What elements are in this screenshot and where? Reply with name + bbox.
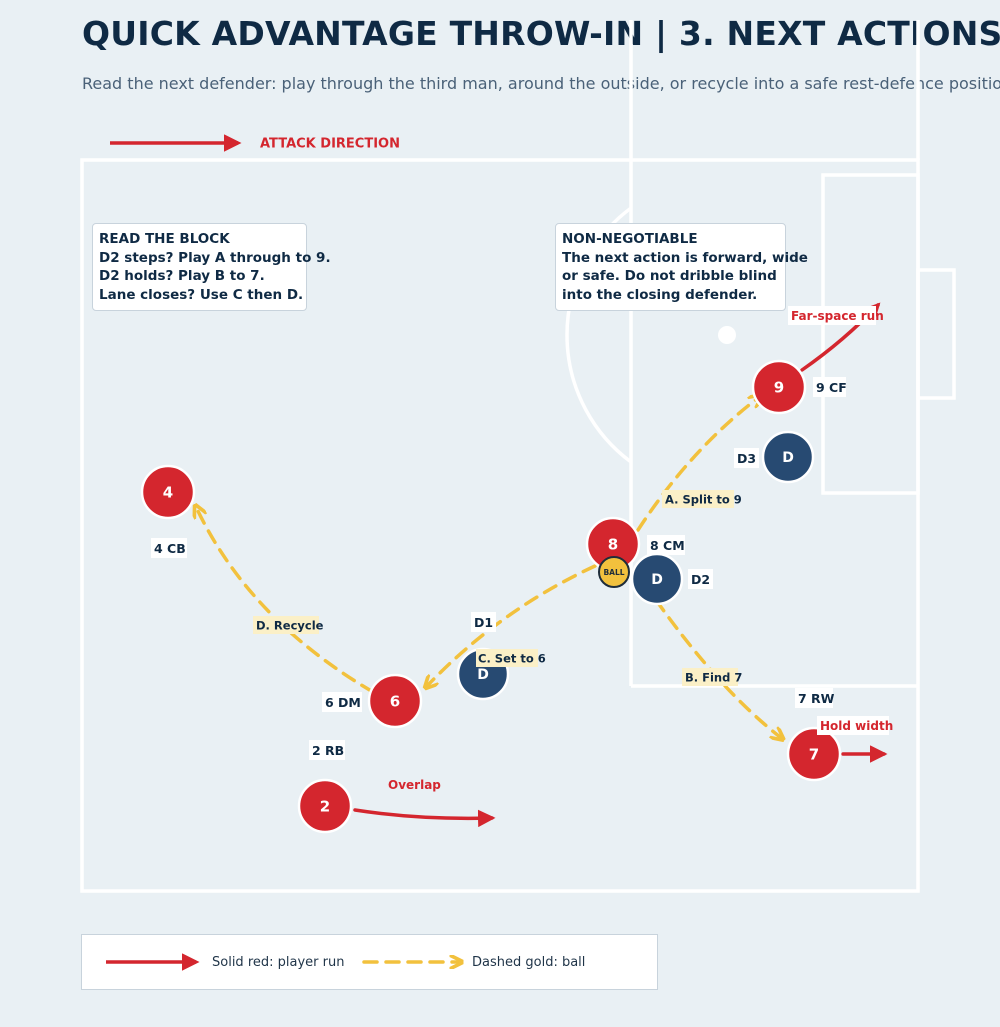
- player-7-number: 7: [809, 746, 819, 764]
- defender-d2-label: D2: [691, 572, 710, 587]
- player-6-label: 6 DM: [325, 695, 361, 710]
- note-non-negotiable: NON-NEGOTIABLE The next action is forwar…: [555, 223, 808, 311]
- legend: Solid red: player run Dashed gold: ball: [81, 934, 658, 990]
- hold-width-label: Hold width: [820, 719, 893, 733]
- overlap-run-arrow: [353, 808, 496, 828]
- pass-c-label: C. Set to 6: [478, 652, 546, 666]
- player-7: 7: [786, 726, 842, 782]
- player-9: 9: [751, 359, 807, 415]
- pitch-lines: [80, 20, 956, 893]
- attack-direction-label: ATTACK DIRECTION: [260, 137, 400, 152]
- note-read-the-block-line: D2 holds? Play B to 7.: [99, 268, 265, 284]
- player-2-label: 2 RB: [312, 743, 344, 758]
- centre-spot: [718, 326, 736, 344]
- player-9-label: 9 CF: [816, 380, 847, 395]
- defender-d1-mark: D: [477, 667, 489, 683]
- defender-d1-label: D1: [474, 615, 493, 630]
- note-non-negotiable-heading: NON-NEGOTIABLE: [562, 231, 698, 247]
- pass-a-line: [636, 398, 758, 532]
- defender-d2-mark: D: [651, 572, 663, 588]
- ball-label: BALL: [603, 568, 624, 577]
- player-7-label: 7 RW: [798, 691, 835, 706]
- player-9-number: 9: [774, 379, 784, 397]
- page-title: QUICK ADVANTAGE THROW-IN | 3. NEXT ACTIO…: [82, 14, 1000, 53]
- player-8-label: 8 CM: [650, 538, 685, 553]
- pitch-boundary: [80, 158, 920, 893]
- player-2: 2: [297, 778, 353, 834]
- defender-d3-mark: D: [782, 450, 794, 466]
- pass-b-label: B. Find 7: [685, 671, 742, 685]
- player-8-number: 8: [608, 536, 618, 554]
- note-read-the-block: READ THE BLOCK D2 steps? Play A through …: [92, 223, 331, 311]
- note-read-the-block-heading: READ THE BLOCK: [99, 231, 230, 247]
- pass-a-label: A. Split to 9: [665, 493, 742, 507]
- legend-solid-label: Solid red: player run: [212, 955, 345, 970]
- overlap-label: Overlap: [388, 778, 441, 792]
- penalty-area: [821, 173, 920, 495]
- pass-c-line: [428, 564, 597, 685]
- pass-d-line: [197, 509, 375, 694]
- page-subtitle: Read the next defender: play through the…: [82, 74, 1000, 93]
- player-2-number: 2: [320, 798, 330, 816]
- legend-dashed-label: Dashed gold: ball: [472, 955, 586, 970]
- pass-d-label: D. Recycle: [256, 619, 324, 633]
- player-6-number: 6: [390, 693, 400, 711]
- player-6: 6: [367, 673, 423, 729]
- defender-d2: D: [630, 552, 684, 606]
- goal-box: [916, 268, 956, 400]
- player-4-number: 4: [163, 484, 173, 502]
- player-4-label: 4 CB: [154, 541, 186, 556]
- note-non-negotiable-line: The next action is forward, wide: [562, 249, 808, 266]
- defender-d3-label: D3: [737, 451, 756, 466]
- player-4: 4: [140, 464, 196, 520]
- ball: BALL: [598, 556, 630, 588]
- note-read-the-block-line: Lane closes? Use C then D.: [99, 286, 304, 303]
- note-non-negotiable-line: or safe. Do not dribble blind: [562, 268, 777, 284]
- note-read-the-block-line: D2 steps? Play A through to 9.: [99, 249, 331, 266]
- note-non-negotiable-line: into the closing defender.: [562, 286, 758, 303]
- defender-d3: D: [761, 430, 815, 484]
- far-space-run-label: Far-space run: [791, 309, 884, 323]
- legend-swatches: [106, 953, 659, 971]
